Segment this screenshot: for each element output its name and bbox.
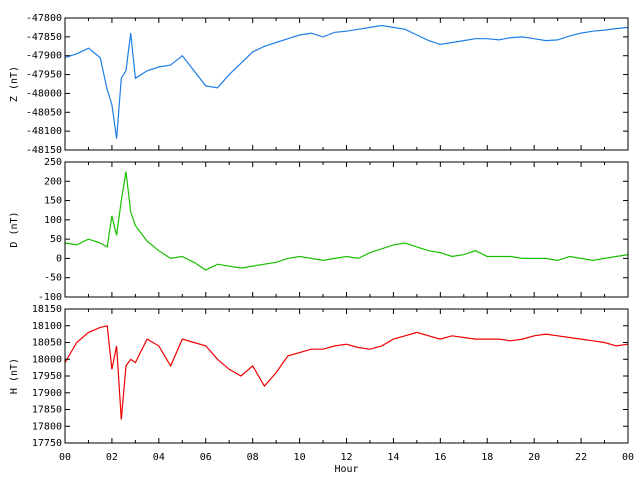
x-tick-label: 00 <box>622 452 634 463</box>
y-tick-label: -48000 <box>26 88 62 99</box>
y-axis-label: D (nT) <box>9 211 20 247</box>
x-tick-label: 12 <box>340 452 352 463</box>
x-tick-label: 16 <box>434 452 446 463</box>
y-tick-label: 18150 <box>32 304 62 315</box>
x-tick-label: 14 <box>387 452 399 463</box>
x-tick-label: 06 <box>200 452 212 463</box>
y-tick-label: 100 <box>44 215 62 226</box>
y-tick-label: 17750 <box>32 438 62 449</box>
y-axis-label: Z (nT) <box>9 66 20 102</box>
y-tick-label: 18000 <box>32 354 62 365</box>
y-tick-label: 50 <box>50 234 62 245</box>
x-axis-label: Hour <box>334 464 358 475</box>
y-tick-label: 17900 <box>32 388 62 399</box>
x-tick-label: 10 <box>294 452 306 463</box>
y-tick-label: -50 <box>44 273 62 284</box>
plot-frame <box>64 161 629 298</box>
y-tick-label: 17850 <box>32 405 62 416</box>
data-line <box>64 24 629 139</box>
x-tick-label: 22 <box>575 452 587 463</box>
x-tick-label: 20 <box>528 452 540 463</box>
y-tick-label: -47850 <box>26 32 62 43</box>
y-axis-label: H (nT) <box>9 358 20 394</box>
y-tick-label: 18050 <box>32 338 62 349</box>
y-tick-label: -48150 <box>26 145 62 156</box>
data-line <box>64 325 629 420</box>
data-line <box>64 171 629 271</box>
y-tick-label: -47800 <box>26 13 62 24</box>
plot-frame <box>64 308 629 444</box>
y-tick-label: -48100 <box>26 126 62 137</box>
y-tick-label: 200 <box>44 176 62 187</box>
y-tick-label: 150 <box>44 196 62 207</box>
y-tick-label: 17800 <box>32 421 62 432</box>
x-tick-label: 00 <box>59 452 71 463</box>
y-tick-label: 0 <box>56 253 62 264</box>
x-tick-label: 08 <box>247 452 259 463</box>
y-tick-label: -48050 <box>26 107 62 118</box>
y-tick-label: 17950 <box>32 371 62 382</box>
x-tick-label: 04 <box>153 452 165 463</box>
y-tick-label: 18100 <box>32 321 62 332</box>
y-tick-label: -47900 <box>26 51 62 62</box>
plot-frame <box>64 17 629 151</box>
y-tick-label: -100 <box>38 292 62 303</box>
x-tick-label: 02 <box>106 452 118 463</box>
y-tick-label: 250 <box>44 157 62 168</box>
x-tick-label: 18 <box>481 452 493 463</box>
y-tick-label: -47950 <box>26 70 62 81</box>
